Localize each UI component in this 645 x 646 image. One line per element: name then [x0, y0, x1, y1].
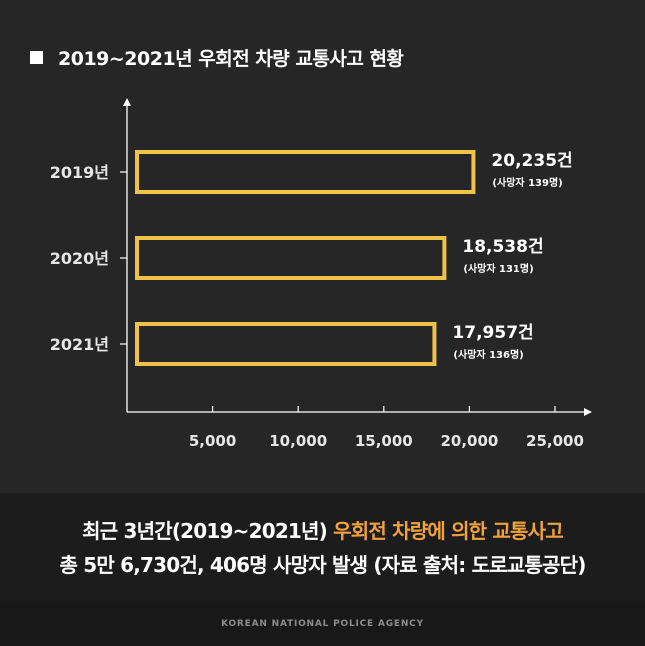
x-tick-label: 15,000	[355, 432, 413, 450]
data-sublabel-deaths: (사망자 136명)	[453, 348, 523, 361]
x-tick-label: 5,000	[189, 432, 236, 450]
chart-title: 2019~2021년 우회전 차량 교통사고 현황	[58, 48, 404, 70]
bar-chart: 5,000 10,000 15,000 20,000 25,000 2019년 20,235…	[50, 98, 592, 450]
footer: KOREAN NATIONAL POLICE AGENCY	[0, 602, 645, 646]
x-axis-arrow-icon	[584, 408, 592, 416]
data-label: 17,957건	[452, 323, 533, 343]
title-bullet-square	[30, 51, 43, 64]
data-sublabel-deaths: (사망자 131명)	[463, 262, 533, 275]
category-label: 2021년	[50, 335, 109, 354]
chart-title-row: 2019~2021년 우회전 차량 교통사고 현황	[30, 44, 404, 71]
category-label: 2019년	[50, 163, 109, 182]
bar	[135, 236, 447, 280]
summary-line-2: 총 5만 6,730건, 406명 사망자 발생 (자료 출처: 도로교통공단)	[59, 552, 586, 577]
bar	[135, 322, 437, 366]
x-tick-label: 10,000	[269, 432, 327, 450]
summary-panel: 최근 3년간(2019~2021년) 우회전 차량에 의한 교통사고 총 5만 …	[0, 493, 645, 602]
y-axis-arrow-icon	[123, 98, 131, 106]
data-label: 20,235건	[491, 151, 572, 171]
x-tick-label: 25,000	[526, 432, 584, 450]
summary-line-1-highlight: 우회전 차량에 의한 교통사고	[333, 518, 564, 543]
summary-line-1: 최근 3년간(2019~2021년) 우회전 차량에 의한 교통사고	[82, 514, 564, 548]
summary-line-1-prefix: 최근 3년간(2019~2021년)	[82, 518, 334, 543]
data-sublabel-deaths: (사망자 139명)	[492, 176, 562, 189]
bar	[135, 150, 476, 194]
data-label: 18,538건	[462, 237, 543, 257]
x-tick-label: 20,000	[440, 432, 498, 450]
category-label: 2020년	[50, 249, 109, 268]
footer-agency-name: KOREAN NATIONAL POLICE AGENCY	[221, 619, 424, 629]
